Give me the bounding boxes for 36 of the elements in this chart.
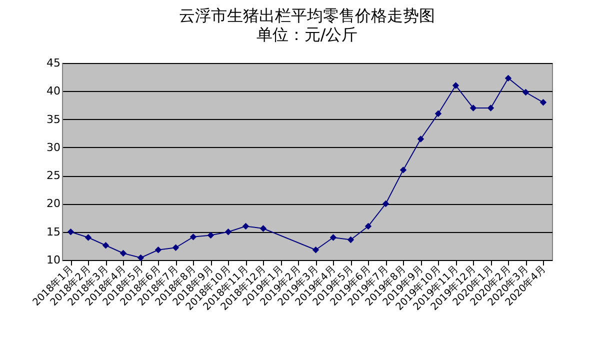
point <box>224 228 232 236</box>
point <box>487 104 494 112</box>
point <box>400 166 407 174</box>
y-tick-label: 35 <box>46 112 60 126</box>
point <box>347 236 354 244</box>
point <box>470 104 477 112</box>
point <box>312 246 320 254</box>
point <box>172 244 180 251</box>
point <box>330 234 337 241</box>
y-tick-label: 30 <box>46 140 60 154</box>
chart-title: 云浮市生猪出栏平均零售价格走势图 <box>179 6 435 25</box>
point <box>154 246 162 254</box>
y-tick-label: 45 <box>46 56 60 70</box>
point <box>207 232 214 239</box>
point <box>522 88 530 96</box>
y-tick-label: 10 <box>46 254 60 266</box>
point <box>364 222 372 230</box>
y-tick-label: 15 <box>46 225 60 238</box>
point <box>120 250 127 257</box>
point <box>540 99 547 106</box>
point <box>102 242 110 249</box>
y-tick-label: 20 <box>46 197 60 210</box>
point <box>417 136 424 142</box>
point <box>190 234 197 240</box>
y-tick-label: 40 <box>46 84 60 98</box>
point <box>434 110 442 118</box>
point <box>137 254 144 262</box>
point <box>84 234 92 241</box>
point <box>67 228 74 236</box>
y-tick-label: 25 <box>46 169 60 182</box>
point <box>382 200 390 208</box>
point <box>452 82 460 89</box>
point <box>242 222 250 230</box>
point <box>504 74 512 82</box>
chart-subtitle: 单位：元/公斤 <box>256 25 358 44</box>
point <box>260 225 267 232</box>
